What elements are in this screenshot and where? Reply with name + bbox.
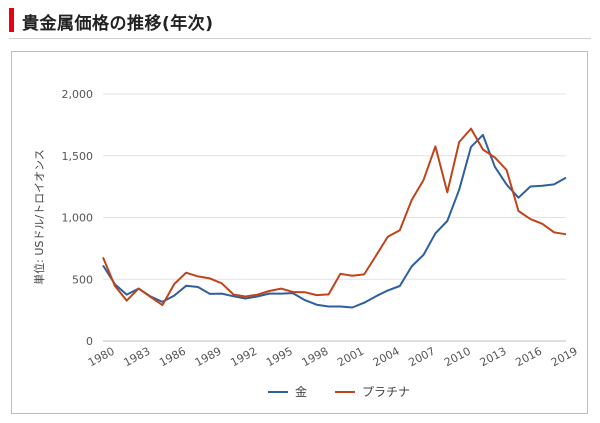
y-tick-label: 1,500 — [62, 150, 94, 163]
series-line-1 — [102, 127, 567, 307]
y-tick-labels: 0 500 1,000 1,500 2,000 — [62, 88, 94, 348]
x-tick-label: 1986 — [157, 345, 188, 370]
title-divider — [9, 38, 591, 39]
x-tick-label: 2016 — [513, 345, 544, 370]
x-tick-label: 2007 — [406, 345, 437, 370]
gridlines — [103, 93, 566, 342]
y-tick-label: 2,000 — [62, 88, 94, 101]
y-tick-label: 1,000 — [62, 212, 94, 225]
x-tick-label: 1980 — [86, 345, 117, 370]
y-tick-label: 500 — [72, 273, 93, 286]
legend-label: プラチナ — [362, 385, 410, 399]
x-tick-label: 2019 — [549, 345, 580, 370]
x-tick-labels: 1980 1983 1986 1989 1992 1995 1998 2001 2004 2007… — [86, 345, 580, 370]
chart-frame — [11, 51, 588, 414]
x-tick-label: 2010 — [442, 345, 473, 370]
x-tick-label: 2013 — [478, 345, 509, 370]
x-tick-label: 1983 — [122, 345, 153, 370]
title-bar: 貴金属価格の推移(年次) — [0, 0, 600, 40]
legend-label: 金 — [295, 384, 307, 399]
page-title: 貴金属価格の推移(年次) — [22, 14, 214, 34]
x-tick-label: 1998 — [300, 345, 331, 370]
title-accent-bar — [9, 8, 14, 32]
x-tick-label: 1992 — [228, 345, 259, 370]
series-line-0 — [102, 133, 567, 309]
series-lines — [102, 127, 567, 309]
legend: 金 プラチナ — [268, 384, 410, 399]
x-tick-label: 1995 — [264, 345, 295, 370]
x-tick-label: 1989 — [193, 345, 224, 370]
x-tick-label: 2004 — [371, 345, 402, 370]
x-tick-label: 2001 — [335, 345, 366, 370]
y-axis-label: 単位: USドル/トロイオンス — [32, 149, 46, 285]
y-tick-label: 0 — [86, 335, 93, 348]
